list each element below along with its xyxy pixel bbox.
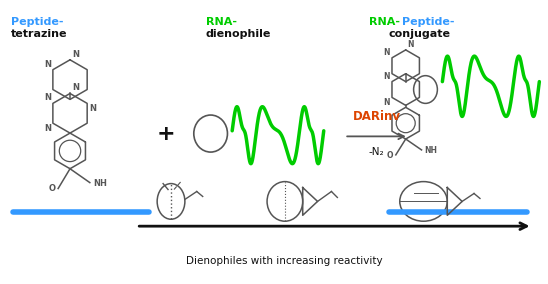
Text: -N₂: -N₂ [369, 147, 384, 157]
Text: DARinv: DARinv [352, 110, 401, 123]
Text: NH: NH [93, 179, 107, 188]
Text: N: N [384, 72, 390, 81]
Text: Peptide-: Peptide- [402, 17, 454, 27]
Text: Dienophiles with increasing reactivity: Dienophiles with increasing reactivity [186, 256, 382, 266]
Text: N: N [72, 50, 79, 59]
Text: N: N [44, 93, 51, 103]
Text: N: N [408, 40, 414, 49]
Text: N: N [44, 124, 51, 133]
Text: RNA-: RNA- [369, 17, 400, 27]
Text: N: N [384, 48, 390, 57]
Text: Peptide-: Peptide- [10, 17, 63, 27]
Text: conjugate: conjugate [389, 29, 451, 39]
Text: N: N [72, 83, 79, 93]
Text: NH: NH [425, 147, 437, 155]
Text: +: + [157, 124, 175, 144]
Text: O: O [48, 184, 55, 193]
Text: N: N [384, 99, 390, 107]
Text: tetrazine: tetrazine [10, 29, 67, 39]
Text: dienophile: dienophile [206, 29, 271, 39]
Text: O: O [386, 151, 393, 160]
Text: N: N [44, 60, 51, 69]
Text: RNA-: RNA- [206, 17, 237, 27]
Text: N: N [89, 105, 96, 113]
